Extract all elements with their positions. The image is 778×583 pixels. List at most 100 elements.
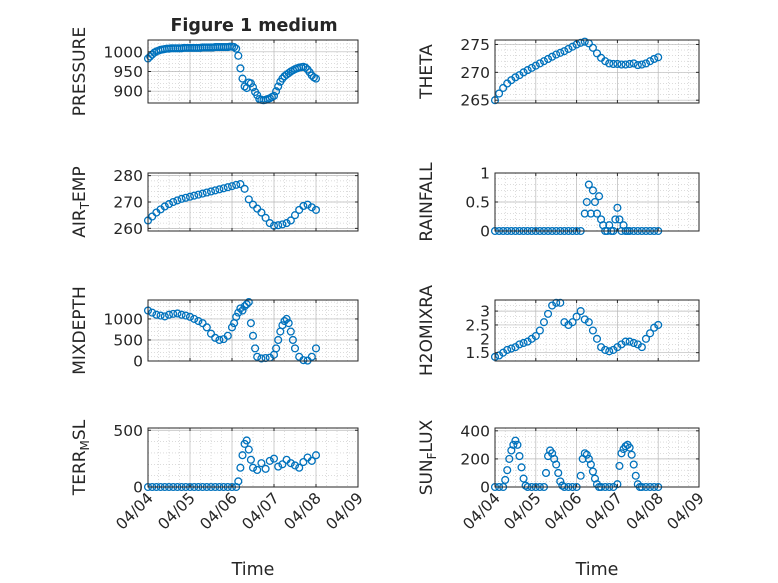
data-point [223, 331, 232, 340]
data-point [499, 83, 508, 92]
data-point [519, 68, 528, 77]
data-point [290, 344, 300, 353]
data-point [238, 306, 247, 315]
data-point [274, 335, 283, 345]
data-point [280, 316, 289, 326]
data-point [629, 59, 638, 68]
y-axis-label: THETA [417, 44, 437, 100]
data-point [246, 455, 255, 464]
data-point [206, 329, 216, 338]
y-tick-label: 900 [113, 83, 143, 101]
data-point [531, 331, 540, 341]
data-point [605, 59, 614, 68]
data-point [594, 192, 604, 201]
data-point [242, 436, 251, 445]
data-point [257, 208, 266, 217]
data-point [232, 44, 241, 53]
data-point [592, 334, 602, 343]
data-point [248, 331, 258, 340]
data-point [584, 180, 593, 189]
data-point [246, 319, 255, 328]
figure-title: Figure 1 medium [170, 16, 337, 36]
data-point [307, 456, 316, 465]
data-point [517, 463, 526, 472]
data-point [261, 464, 270, 473]
data-point [601, 57, 610, 66]
data-point [495, 89, 504, 98]
data-point [554, 468, 563, 478]
data-point [523, 66, 532, 75]
data-point [202, 188, 211, 197]
y-tick-label: 950 [113, 63, 143, 81]
data-point [568, 318, 577, 327]
subplot-6: 1.5 2.53 2 H2OMIXRA [417, 285, 700, 376]
data-point [286, 327, 295, 336]
data-point [307, 352, 316, 361]
y-tick-label: 0 [133, 479, 143, 497]
data-point [617, 60, 626, 69]
data-point [234, 477, 243, 486]
data-point [576, 471, 585, 480]
data-point [511, 436, 520, 445]
y-tick-label: 0 [480, 479, 490, 497]
data-point [564, 44, 573, 53]
data-point [169, 197, 178, 207]
data-point [590, 197, 600, 207]
data-point [641, 59, 651, 68]
data-point [311, 205, 321, 214]
data-point [219, 184, 228, 193]
data-point [586, 209, 595, 218]
y-tick-label: 0.5 [465, 194, 490, 212]
data-point [586, 460, 595, 469]
data-point [627, 450, 636, 459]
data-point [265, 219, 274, 228]
data-point [519, 338, 528, 348]
y-tick-label: 500 [113, 422, 143, 440]
data-point [253, 352, 262, 361]
y-tick-label: 2 [480, 330, 490, 348]
data-point [156, 311, 165, 320]
data-point [177, 194, 186, 203]
data-point [654, 53, 663, 62]
data-point [580, 37, 589, 46]
data-point [535, 59, 544, 68]
data-point [244, 298, 253, 307]
data-point [548, 52, 557, 61]
data-point [515, 340, 524, 349]
data-point [253, 91, 262, 100]
data-point [288, 335, 297, 345]
data-point [631, 471, 640, 480]
data-point [601, 345, 610, 354]
data-point [272, 87, 281, 96]
data-point [543, 54, 553, 64]
y-tick-label: 260 [113, 220, 143, 238]
subplot-2: 265 270 275 THETA [417, 36, 700, 110]
x-axis-label: Time [231, 560, 275, 580]
data-point [582, 197, 591, 207]
data-point [185, 192, 195, 201]
data-point [198, 319, 207, 328]
data-point [654, 320, 663, 330]
data-point [278, 220, 287, 229]
data-point [244, 445, 253, 454]
y-axis-label-suffix: LUX [417, 419, 437, 452]
data-point [160, 312, 169, 321]
data-point [535, 326, 544, 335]
data-point [617, 449, 626, 458]
data-point [582, 450, 591, 459]
y-tick-label: 0 [480, 223, 490, 241]
data-point [261, 213, 270, 222]
data-point [240, 184, 249, 193]
data-point [227, 182, 237, 191]
data-point [613, 203, 622, 212]
data-point [232, 312, 241, 321]
data-point [609, 59, 618, 69]
data-point [194, 190, 203, 199]
data-point [164, 200, 174, 209]
data-point [584, 318, 593, 327]
data-point [641, 334, 651, 343]
data-point [299, 457, 308, 467]
data-point [190, 191, 199, 200]
data-point [286, 216, 295, 225]
